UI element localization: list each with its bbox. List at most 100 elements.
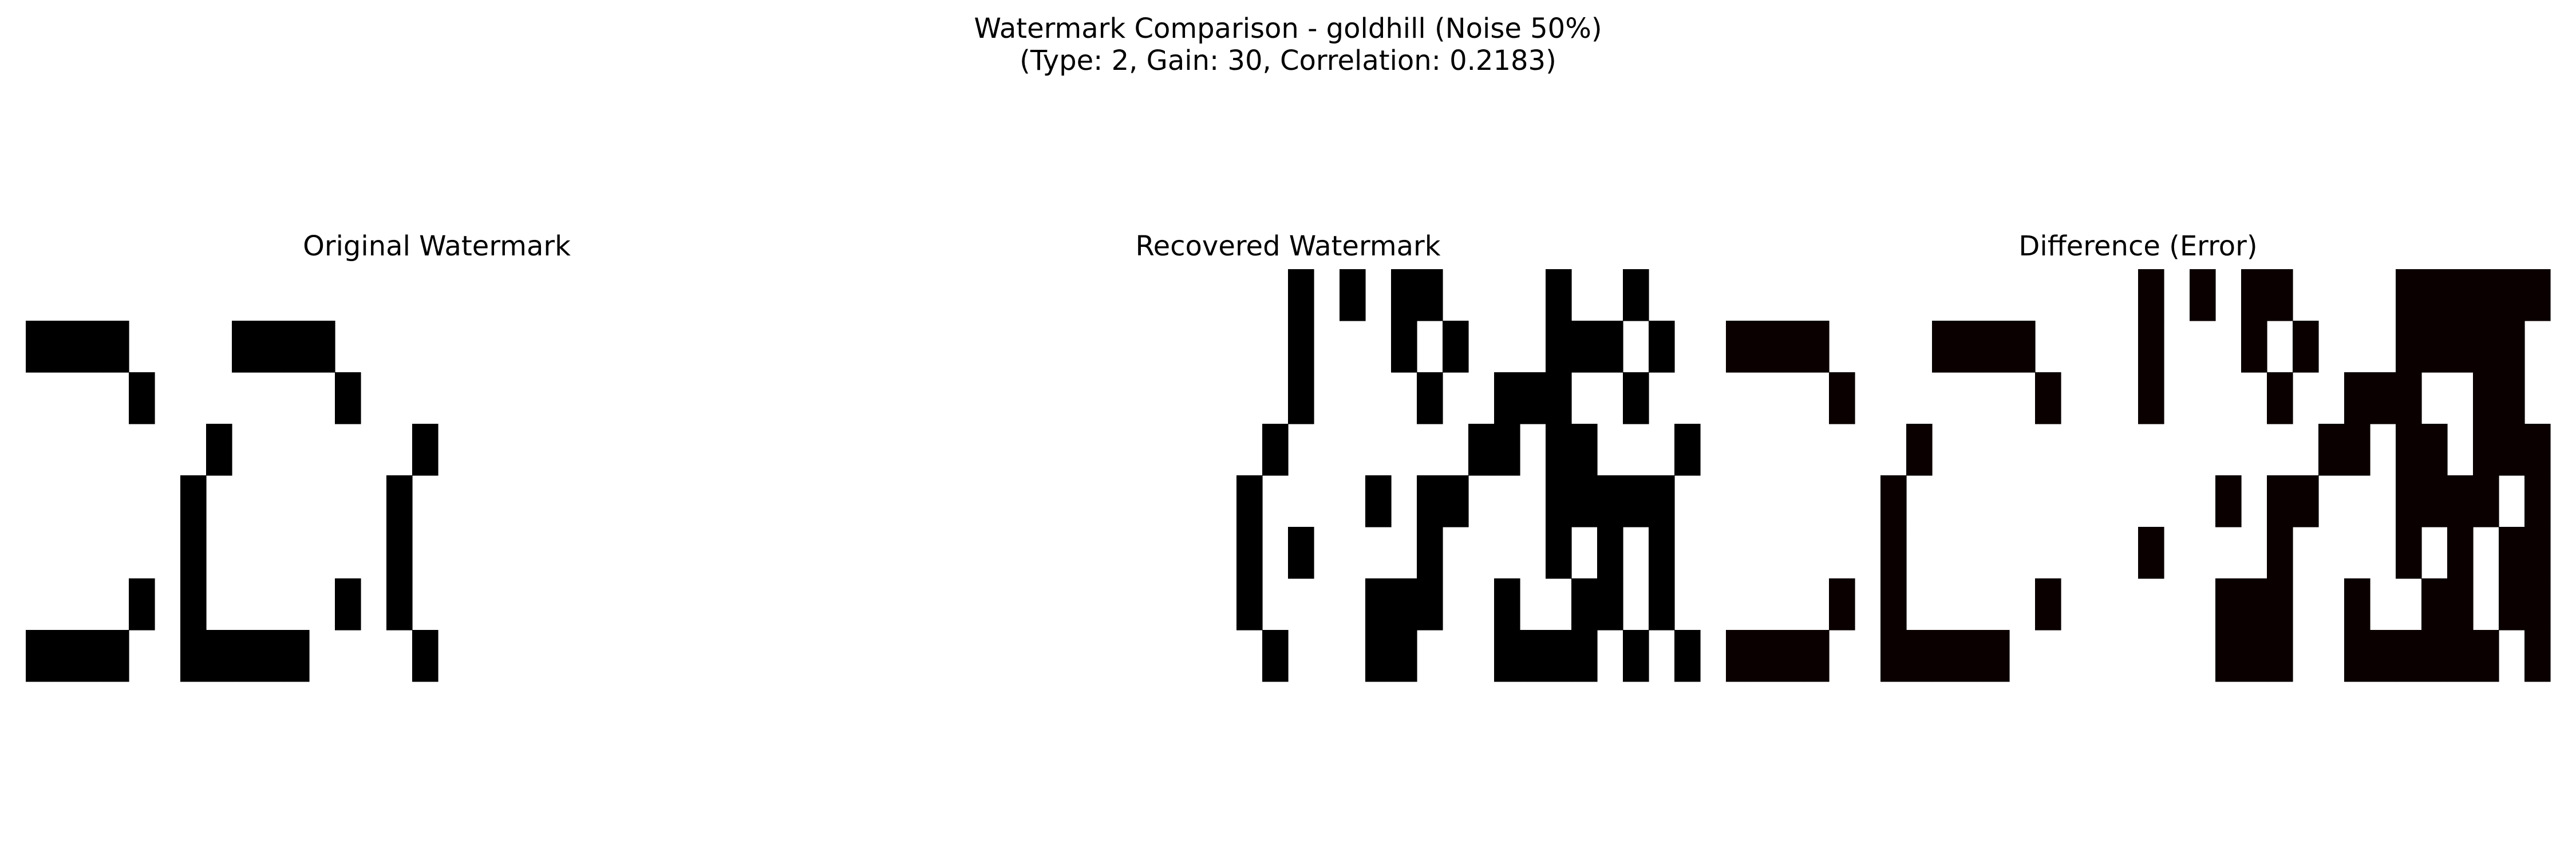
heatmap-cell <box>2318 424 2345 476</box>
heatmap-cell <box>1262 630 1289 682</box>
heatmap-cell <box>1880 578 1907 631</box>
heatmap-cell <box>386 475 413 527</box>
heatmap-cell <box>1288 269 1314 321</box>
heatmap-cell <box>1468 424 1495 476</box>
heatmap-cell <box>77 321 104 373</box>
heatmap-cell <box>2447 630 2474 682</box>
heatmap-cell <box>2447 475 2474 527</box>
heatmap-cell <box>2447 269 2474 321</box>
heatmap-cell <box>1365 578 1392 631</box>
heatmap-cell <box>2138 269 2164 321</box>
heatmap-cell <box>52 321 78 373</box>
heatmap-cell <box>1984 321 2010 373</box>
heatmap-cell <box>2499 321 2525 373</box>
recovered-watermark-title: Recovered Watermark <box>1135 230 1441 262</box>
heatmap-cell <box>1777 630 1804 682</box>
heatmap-cell <box>1597 527 1623 579</box>
heatmap-cell <box>1571 321 1598 373</box>
heatmap-cell <box>1906 424 1933 476</box>
heatmap-cell <box>1236 527 1263 579</box>
heatmap-cell <box>1623 372 1649 424</box>
heatmap-cell <box>1880 630 1907 682</box>
heatmap-cell <box>2447 578 2474 631</box>
heatmap-cell <box>1443 475 1469 527</box>
heatmap-cell <box>103 321 129 373</box>
heatmap-cell <box>1958 321 1984 373</box>
heatmap-cell <box>2524 475 2551 527</box>
heatmap-cell <box>1803 630 1830 682</box>
heatmap-cell <box>1880 527 1907 579</box>
heatmap-cell <box>1546 475 1572 527</box>
heatmap-cell <box>1623 630 1649 682</box>
heatmap-cell <box>1571 630 1598 682</box>
heatmap-cell <box>52 630 78 682</box>
heatmap-cell <box>1494 424 1520 476</box>
heatmap-cell <box>2190 269 2216 321</box>
heatmap-cell <box>1829 372 1855 424</box>
heatmap-cell <box>283 630 310 682</box>
heatmap-cell <box>2524 578 2551 631</box>
heatmap-cell <box>2524 630 2551 682</box>
heatmap-cell <box>1520 630 1546 682</box>
heatmap-cell <box>180 527 207 579</box>
heatmap-cell <box>335 372 361 424</box>
heatmap-cell <box>2267 372 2293 424</box>
heatmap-cell <box>2396 475 2422 527</box>
figure-title-line-2: (Type: 2, Gain: 30, Correlation: 0.2183) <box>1020 45 1556 77</box>
heatmap-cell <box>1777 321 1804 373</box>
heatmap-cell <box>2396 321 2422 373</box>
heatmap-cell <box>1571 424 1598 476</box>
heatmap-cell <box>26 321 52 373</box>
heatmap-cell <box>1494 578 1520 631</box>
heatmap-cell <box>2447 321 2474 373</box>
heatmap-cell <box>1391 269 1417 321</box>
heatmap-cell <box>2215 630 2242 682</box>
heatmap-cell <box>335 578 361 631</box>
heatmap-cell <box>2241 269 2267 321</box>
heatmap-cell <box>1906 630 1933 682</box>
difference-error-heatmap <box>1726 269 2551 682</box>
heatmap-cell <box>1288 527 1314 579</box>
heatmap-cell <box>2267 578 2293 631</box>
heatmap-cell <box>2344 630 2370 682</box>
heatmap-cell <box>2396 372 2422 424</box>
recovered-watermark-heatmap <box>876 269 1701 682</box>
heatmap-cell <box>2267 269 2293 321</box>
heatmap-cell <box>2524 424 2551 476</box>
heatmap-cell <box>1623 475 1649 527</box>
heatmap-cell <box>1726 321 1752 373</box>
heatmap-cell <box>180 578 207 631</box>
heatmap-cell <box>2473 269 2499 321</box>
heatmap-cell <box>1546 321 1572 373</box>
heatmap-cell <box>1262 424 1289 476</box>
heatmap-cell <box>1649 527 1675 579</box>
heatmap-cell <box>2421 269 2448 321</box>
heatmap-cell <box>2009 321 2036 373</box>
heatmap-cell <box>2344 578 2370 631</box>
heatmap-cell <box>2473 321 2499 373</box>
heatmap-cell <box>1571 475 1598 527</box>
heatmap-cell <box>1597 578 1623 631</box>
heatmap-cell <box>103 630 129 682</box>
figure-title-line-1: Watermark Comparison - goldhill (Noise 5… <box>974 13 1602 45</box>
heatmap-cell <box>1546 630 1572 682</box>
heatmap-cell <box>2447 527 2474 579</box>
heatmap-cell <box>2421 630 2448 682</box>
heatmap-cell <box>1417 372 1443 424</box>
heatmap-cell <box>1674 630 1701 682</box>
heatmap-cell <box>1649 321 1675 373</box>
heatmap-cell <box>2215 578 2242 631</box>
heatmap-cell <box>1597 321 1623 373</box>
heatmap-cell <box>1417 578 1443 631</box>
heatmap-cell <box>1623 269 1649 321</box>
heatmap-cell <box>1649 475 1675 527</box>
heatmap-cell <box>2267 527 2293 579</box>
heatmap-cell <box>1520 372 1546 424</box>
heatmap-cell <box>2421 475 2448 527</box>
heatmap-cell <box>1752 630 1778 682</box>
heatmap-cell <box>2499 372 2525 424</box>
heatmap-cell <box>2499 578 2525 631</box>
heatmap-cell <box>1984 630 2010 682</box>
heatmap-cell <box>1365 630 1392 682</box>
heatmap-cell <box>2421 424 2448 476</box>
